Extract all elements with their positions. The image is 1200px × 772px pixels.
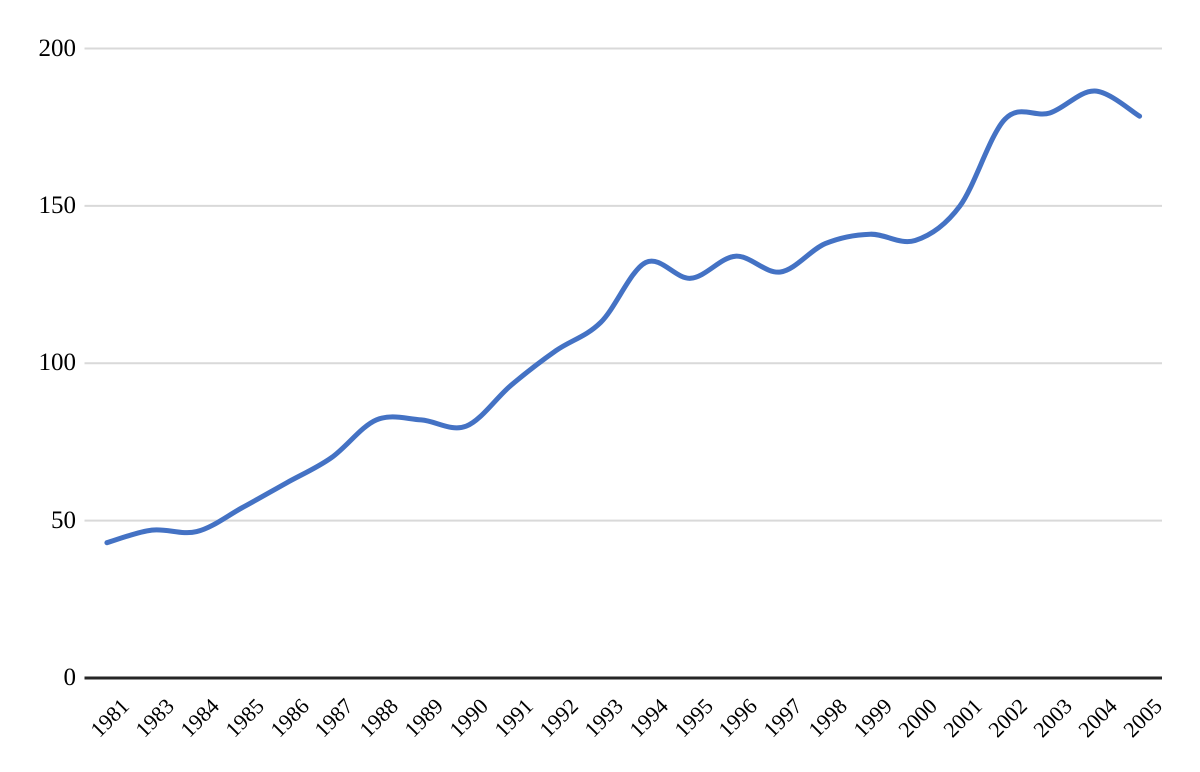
data-series (104, 88, 1143, 546)
y-axis-tick-label-0: 0 (63, 664, 77, 691)
y-axis-tick-label-150: 150 (38, 191, 77, 219)
y-axis-tick-label-200: 200 (38, 34, 77, 62)
y-axis-tick-label-50: 50 (51, 506, 76, 534)
gridlines (84, 47, 1162, 522)
data-series-line (104, 88, 1143, 546)
y-axis-tick-label-100: 100 (38, 349, 77, 377)
